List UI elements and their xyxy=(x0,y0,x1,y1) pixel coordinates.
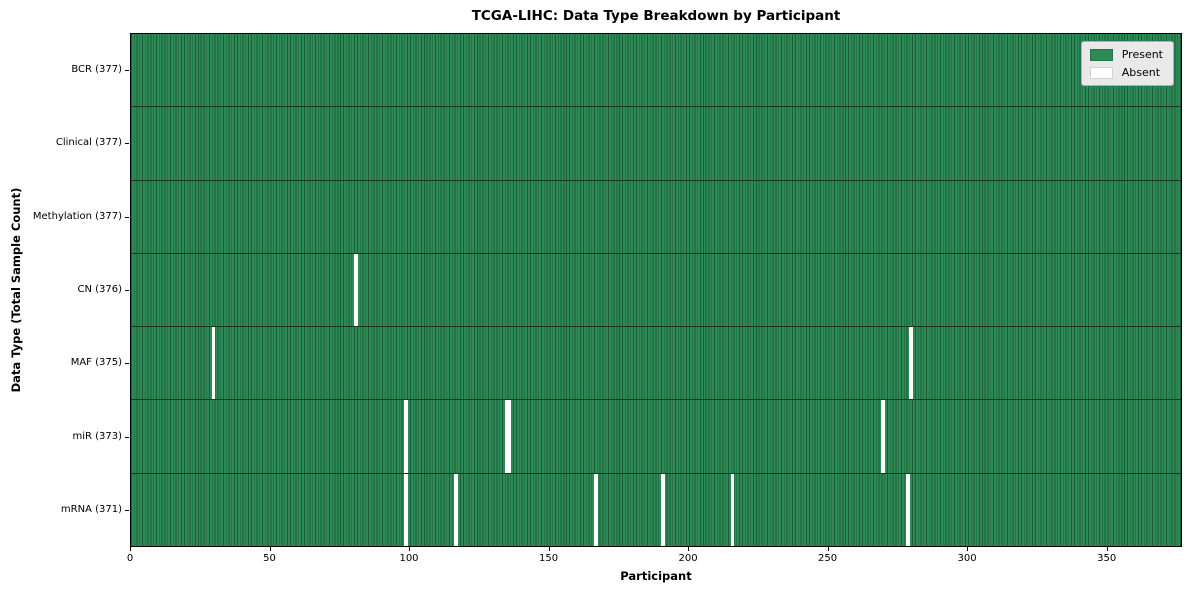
xtick-mark xyxy=(827,547,829,551)
xtick-mark xyxy=(548,547,550,551)
xtick-mark xyxy=(688,547,690,551)
absent-gap-mRNA-98 xyxy=(404,473,408,546)
ytick-mark xyxy=(125,216,129,218)
legend-item-present: Present xyxy=(1089,48,1163,61)
heatmap-row-Clinical xyxy=(131,107,1181,181)
ytick-label-Clinical: Clinical (377) xyxy=(55,137,122,149)
ytick-mark xyxy=(125,510,129,512)
xtick-label-0: 0 xyxy=(126,553,134,564)
ytick-mark xyxy=(125,69,129,71)
y-axis-title: Data Type (Total Sample Count) xyxy=(9,187,23,393)
heatmap-row-MAF xyxy=(131,327,1181,401)
xtick-label-50: 50 xyxy=(263,553,276,564)
legend-swatch-present xyxy=(1089,48,1113,61)
legend-item-absent: Absent xyxy=(1089,66,1163,79)
xtick-label-250: 250 xyxy=(818,553,838,564)
ytick-label-Methylation: Methylation (377) xyxy=(32,210,122,222)
absent-gap-mRNA-166 xyxy=(593,473,598,546)
absent-gap-mRNA-190 xyxy=(660,473,665,546)
legend-label: Present xyxy=(1121,48,1163,61)
xtick-mark xyxy=(269,547,271,551)
ytick-mark xyxy=(125,436,129,438)
absent-gap-mRNA-278 xyxy=(906,473,911,546)
xtick-label-150: 150 xyxy=(539,553,559,564)
xtick-label-200: 200 xyxy=(678,553,698,564)
xtick-mark xyxy=(1106,547,1108,551)
absent-gap-mRNA-215 xyxy=(730,473,735,546)
xtick-label-100: 100 xyxy=(399,553,419,564)
legend: Present Absent xyxy=(1080,41,1174,86)
heatmap-row-Methylation xyxy=(131,180,1181,254)
plot-area xyxy=(130,33,1182,547)
ytick-label-MAF: MAF (375) xyxy=(70,357,122,369)
xtick-label-300: 300 xyxy=(957,553,977,564)
xtick-label-350: 350 xyxy=(1097,553,1117,564)
absent-gap-CN-80 xyxy=(353,253,358,327)
ytick-label-CN: CN (376) xyxy=(77,284,122,295)
heatmap-row-CN xyxy=(131,253,1181,328)
absent-gap-miR-134 xyxy=(504,400,509,473)
absent-gap-miR-269 xyxy=(881,400,885,473)
heatmap-row-mRNA xyxy=(131,473,1181,546)
chart-title: TCGA-LIHC: Data Type Breakdown by Partic… xyxy=(471,8,841,24)
ytick-label-miR: miR (373) xyxy=(72,430,122,442)
ytick-mark xyxy=(125,363,129,365)
xtick-mark xyxy=(967,547,969,551)
ytick-mark xyxy=(125,290,129,291)
absent-gap-miR-135 xyxy=(507,400,512,473)
absent-gap-MAF-29 xyxy=(211,327,216,400)
ytick-mark xyxy=(125,143,129,145)
legend-swatch-absent xyxy=(1089,66,1113,79)
xtick-mark xyxy=(409,547,410,551)
absent-gap-mRNA-116 xyxy=(454,473,459,546)
xtick-mark xyxy=(130,547,131,551)
legend-label: Absent xyxy=(1121,66,1161,79)
heatmap-row-miR xyxy=(131,400,1181,474)
absent-gap-MAF-279 xyxy=(909,327,913,400)
ytick-label-mRNA: mRNA (371) xyxy=(60,504,122,516)
absent-gap-miR-98 xyxy=(404,400,408,473)
x-axis-title: Participant xyxy=(620,569,692,583)
heatmap-row-BCR xyxy=(131,34,1181,108)
ytick-label-BCR: BCR (377) xyxy=(71,63,122,75)
